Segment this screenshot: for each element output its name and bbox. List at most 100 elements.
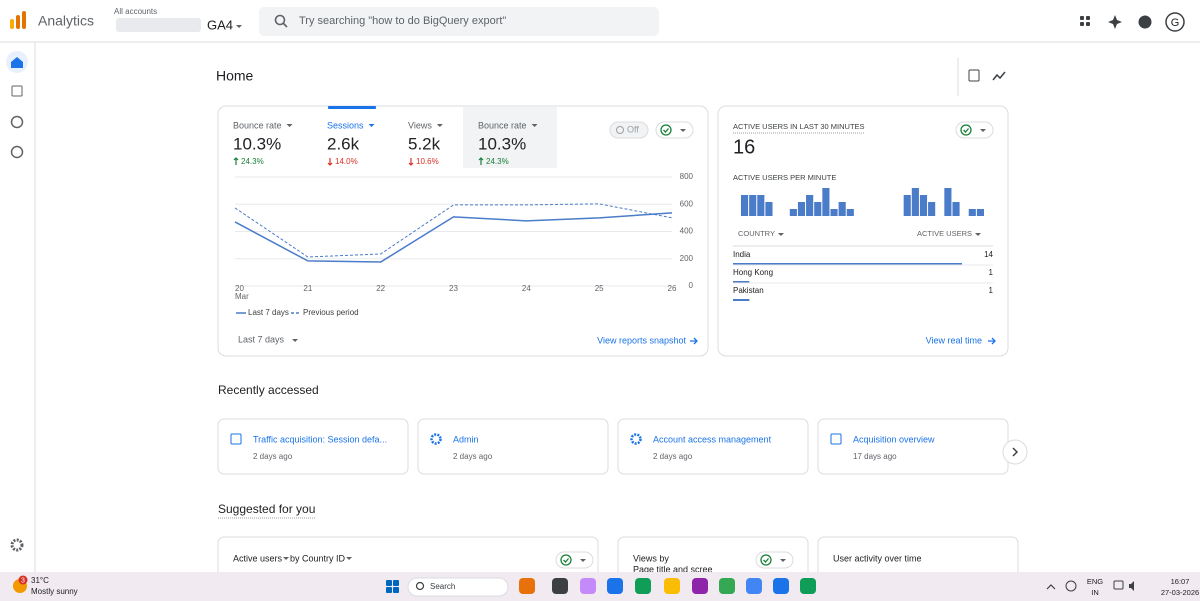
volume-icon[interactable]	[1129, 581, 1134, 591]
search-placeholder: Try searching "how to do BigQuery export…	[299, 15, 506, 27]
sparkle-icon[interactable]	[1108, 15, 1122, 29]
arrow-icon	[690, 337, 698, 345]
metric-tab-label[interactable]: Bounce rate	[478, 120, 527, 130]
view-realtime-link[interactable]: View real time	[926, 335, 982, 345]
card-title: Views by	[633, 553, 669, 563]
caret	[580, 559, 586, 562]
minute-bar	[822, 188, 830, 216]
clock-date: 27-03-2026	[1161, 588, 1199, 597]
weather-text: Mostly sunny	[31, 587, 78, 596]
nav-settings[interactable]	[10, 538, 24, 552]
view-snapshot-link[interactable]: View reports snapshot	[597, 335, 686, 345]
column-header[interactable]: COUNTRY	[738, 229, 775, 238]
apps-icon[interactable]	[1080, 16, 1084, 20]
report-icon	[830, 433, 842, 445]
metric-tab-label[interactable]: Bounce rate	[233, 120, 282, 130]
caret	[436, 124, 443, 127]
check-icon	[560, 554, 572, 566]
insights-icon[interactable]	[968, 69, 980, 82]
metric-tab-label[interactable]: Views	[408, 120, 432, 130]
recent-card[interactable]	[417, 418, 609, 475]
recent-card[interactable]	[217, 418, 409, 475]
arrow-icon	[988, 337, 996, 345]
metric-change: 24.3%	[241, 157, 264, 166]
property-selector[interactable]: GA4	[207, 17, 233, 32]
taskbar-app[interactable]	[719, 578, 735, 594]
avatar[interactable]	[1165, 12, 1185, 32]
caret	[292, 339, 299, 342]
card-dimension[interactable]: by Country ID	[290, 553, 346, 563]
filter-pill[interactable]	[555, 551, 594, 569]
next-button[interactable]	[1002, 439, 1028, 465]
caret	[286, 124, 293, 127]
trend-icon[interactable]	[992, 71, 1006, 81]
recent-title: Admin	[453, 434, 479, 444]
apps-icon[interactable]	[1086, 16, 1090, 20]
metric-change: 10.6%	[416, 157, 439, 166]
recent-card[interactable]	[817, 418, 1009, 475]
search-box[interactable]	[259, 7, 659, 36]
recent-time: 2 days ago	[453, 452, 493, 461]
taskbar-app[interactable]	[580, 578, 596, 594]
nav-reports[interactable]	[11, 85, 23, 97]
report-icon	[230, 433, 242, 445]
filter-pill[interactable]	[755, 551, 794, 569]
filter-pill[interactable]	[655, 121, 694, 139]
minute-bar	[968, 209, 976, 216]
x-tick-label: 20	[235, 284, 244, 293]
taskbar-app[interactable]	[552, 578, 568, 594]
taskbar-app[interactable]	[635, 578, 651, 594]
account-name-redacted	[116, 18, 201, 32]
card-metric[interactable]: Active users	[233, 553, 283, 563]
taskbar-app[interactable]	[800, 578, 816, 594]
tray-chevron[interactable]	[1046, 584, 1056, 590]
taskbar-app[interactable]	[692, 578, 708, 594]
realtime-value: 16	[733, 136, 755, 158]
start-icon[interactable]	[393, 587, 399, 593]
toggle-label: Off	[627, 124, 639, 134]
tray-icon[interactable]	[1113, 580, 1124, 590]
language: ENG	[1087, 577, 1103, 586]
recent-time: 2 days ago	[653, 452, 693, 461]
realtime-title: ACTIVE USERS IN LAST 30 MINUTES	[733, 122, 865, 131]
help-icon[interactable]	[1138, 15, 1152, 29]
recent-card[interactable]	[617, 418, 809, 475]
avatar-initial: G	[1171, 17, 1180, 29]
taskbar-search[interactable]	[407, 577, 509, 597]
recent-title: Traffic acquisition: Session defa...	[253, 434, 387, 444]
apps-icon[interactable]	[1086, 22, 1090, 26]
metric-tab-label[interactable]: Sessions	[327, 120, 364, 130]
change-down-arrow	[408, 158, 414, 166]
selected-tab-bg	[463, 107, 557, 168]
filter-pill[interactable]	[955, 121, 994, 139]
apps-icon[interactable]	[1080, 22, 1084, 26]
tray-icon[interactable]	[1065, 580, 1077, 592]
badge-count: 3	[21, 577, 25, 584]
taskbar-app[interactable]	[773, 578, 789, 594]
column-header[interactable]: ACTIVE USERS	[917, 229, 972, 238]
comparison-toggle[interactable]	[609, 121, 649, 139]
date-range-selector[interactable]: Last 7 days	[238, 334, 285, 344]
legend-label: Previous period	[303, 308, 359, 317]
taskbar-app[interactable]	[519, 578, 535, 594]
start-icon[interactable]	[393, 580, 399, 586]
taskbar-app[interactable]	[746, 578, 762, 594]
region: IN	[1091, 588, 1099, 597]
x-sublabel: Mar	[235, 292, 249, 301]
temperature: 31°C	[31, 576, 49, 585]
taskbar-search-label: Search	[430, 582, 455, 591]
minute-bar	[789, 209, 797, 216]
minute-bar	[838, 202, 846, 216]
taskbar-app[interactable]	[607, 578, 623, 594]
nav-advertising[interactable]	[10, 145, 24, 159]
minute-bar	[928, 202, 936, 216]
country-name: Hong Kong	[733, 268, 773, 277]
start-icon[interactable]	[386, 587, 392, 593]
start-icon[interactable]	[386, 580, 392, 586]
nav-explore[interactable]	[10, 115, 24, 129]
taskbar-app[interactable]	[664, 578, 680, 594]
taskbar	[0, 572, 1200, 601]
minute-bar	[797, 202, 806, 216]
